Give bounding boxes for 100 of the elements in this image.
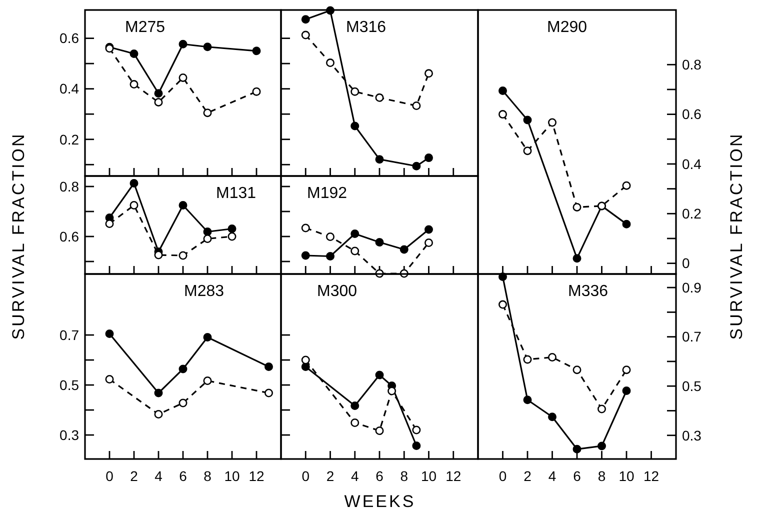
point [301, 356, 310, 364]
x-tick-label: 6 [179, 468, 188, 484]
y-tick-label: 0 [682, 255, 690, 272]
y-axis-title: SURVIVAL FRACTION [9, 132, 28, 340]
x-tick-label: 4 [548, 468, 556, 484]
y-tick-label: 0.2 [60, 131, 80, 148]
y-tick-label: 0.5 [60, 376, 80, 393]
point [572, 444, 582, 454]
y-tick-label: 0.5 [682, 378, 702, 394]
point [130, 201, 138, 210]
point [622, 181, 631, 190]
point [598, 442, 606, 450]
point [252, 87, 261, 96]
point [572, 254, 582, 263]
point [375, 426, 384, 435]
point [203, 333, 212, 342]
point [228, 232, 236, 241]
point [130, 179, 138, 188]
point [130, 49, 138, 58]
point [412, 162, 421, 170]
point [350, 418, 360, 427]
point [105, 375, 114, 384]
point [350, 230, 360, 238]
point [424, 225, 433, 234]
y-tick-label: 0.3 [682, 427, 702, 444]
point [498, 300, 507, 309]
x-tick-label: 4 [350, 468, 359, 484]
y-tick-label: 0.4 [682, 156, 702, 172]
point [105, 330, 114, 338]
y-tick-label: 0.6 [60, 30, 80, 46]
point [548, 118, 556, 127]
point [412, 102, 421, 110]
point [523, 146, 532, 156]
point [228, 224, 236, 233]
x-tick-label: 2 [524, 468, 532, 484]
text: M275 [124, 19, 166, 36]
x-tick-label: 8 [400, 468, 408, 484]
point [400, 245, 408, 254]
y-tick-label: 0.4 [60, 80, 80, 97]
point [178, 364, 188, 374]
point [301, 224, 310, 232]
point [154, 388, 163, 398]
text: M300 [316, 283, 358, 300]
point [203, 234, 212, 243]
point [350, 402, 360, 410]
x-tick-label: 12 [248, 468, 264, 484]
text: M192 [306, 185, 348, 202]
point [178, 201, 188, 210]
x-tick-label: 6 [376, 468, 384, 484]
point [548, 412, 556, 422]
point [252, 46, 261, 56]
point [548, 353, 556, 362]
x-tick-label: 8 [598, 468, 606, 484]
point [203, 108, 212, 118]
point [572, 202, 582, 212]
x-tick-label: 0 [498, 468, 507, 484]
point [424, 69, 433, 78]
point [375, 370, 384, 380]
x-tick-label: 0 [302, 468, 310, 484]
x-tick-label: 12 [446, 468, 462, 484]
x-tick-label: 10 [224, 468, 240, 484]
x-tick-label: 2 [130, 468, 138, 484]
text: M290 [546, 19, 588, 36]
x-tick-label: 12 [643, 468, 660, 484]
y-axis-title: SURVIVAL FRACTION [727, 132, 746, 340]
point [523, 355, 532, 364]
x-tick-label: 2 [326, 468, 334, 484]
point [264, 362, 273, 371]
point [203, 228, 212, 236]
x-tick-label: 4 [154, 468, 163, 484]
text: M283 [184, 283, 224, 300]
point [598, 404, 606, 414]
point [326, 6, 334, 15]
y-tick-label: 0.8 [60, 178, 80, 194]
point [130, 80, 138, 89]
point [301, 15, 310, 24]
text: M336 [568, 283, 608, 300]
point [523, 116, 532, 124]
point [264, 388, 273, 398]
point [326, 232, 334, 241]
point [412, 426, 421, 434]
y-tick-label: 0.7 [60, 326, 80, 343]
y-tick-label: 0.2 [682, 206, 702, 222]
point [301, 251, 310, 260]
point [375, 93, 384, 102]
x-axis-title: WEEKS [344, 492, 416, 511]
point [375, 155, 384, 164]
point [326, 252, 334, 260]
x-tick-label: 6 [573, 468, 582, 484]
point [350, 122, 360, 130]
point [326, 58, 334, 68]
y-tick-label: 0.3 [60, 426, 80, 443]
y-tick-label: 0.8 [682, 56, 702, 73]
point [622, 366, 631, 374]
point [523, 396, 532, 404]
point [203, 42, 212, 52]
text: M316 [346, 19, 386, 36]
point [301, 30, 310, 40]
point [424, 154, 433, 162]
point [622, 386, 631, 396]
